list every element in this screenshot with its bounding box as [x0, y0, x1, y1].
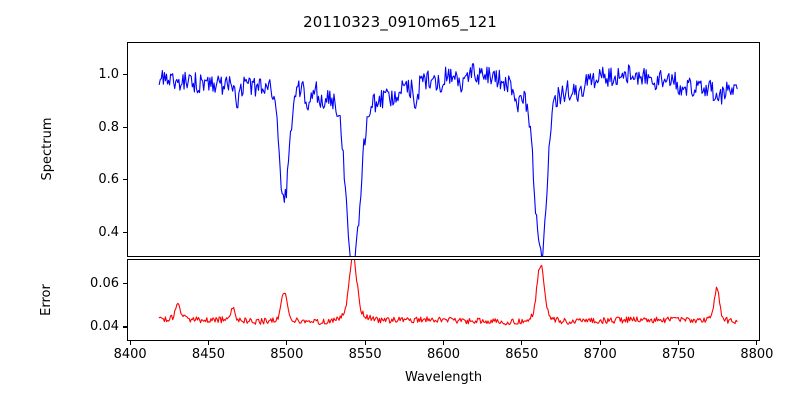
x-tick-mark [599, 341, 601, 345]
x-tick-mark [443, 341, 445, 345]
spectrum-y-tick-mark [123, 231, 127, 233]
spectrum-plot-area [127, 42, 760, 257]
x-tick-mark [129, 341, 131, 345]
error-y-tick-label: 0.04 [90, 319, 119, 335]
error-plot-area [127, 259, 760, 341]
x-tick-mark [286, 341, 288, 345]
x-tick-label: 8500 [270, 347, 304, 362]
spectrum-y-tick-label: 0.4 [98, 224, 119, 240]
x-tick-label: 8750 [661, 347, 696, 362]
spectrum-y-tick-mark [123, 126, 127, 128]
x-tick-label: 8400 [113, 347, 147, 362]
spectrum-y-tick-label: 1.0 [98, 67, 119, 83]
x-tick-label: 8550 [348, 347, 382, 362]
x-tick-mark [364, 341, 366, 345]
error-y-tick-mark [123, 283, 127, 285]
figure-title: 20110323_0910m65_121 [303, 13, 497, 31]
x-tick-label: 8650 [505, 347, 539, 362]
x-tick-mark [678, 341, 680, 345]
x-tick-label: 8800 [740, 347, 774, 362]
error-y-tick-mark [123, 326, 127, 328]
x-tick-label: 8700 [583, 347, 617, 362]
spectrum-line-series [128, 43, 759, 256]
x-axis-label: Wavelength [404, 370, 483, 385]
x-tick-mark [756, 341, 758, 345]
x-tick-mark [207, 341, 210, 345]
error-y-tick-label: 0.06 [90, 276, 119, 292]
x-tick-mark [521, 341, 523, 345]
spectrum-y-tick-mark [123, 74, 127, 76]
spectrum-y-tick-label: 0.6 [98, 172, 119, 188]
x-tick-label: 8450 [191, 347, 226, 362]
x-tick-label: 8600 [426, 347, 461, 362]
error-line-series [128, 260, 759, 340]
spectrum-y-tick-mark [123, 179, 127, 181]
spectrum-y-tick-label: 0.8 [98, 119, 119, 135]
